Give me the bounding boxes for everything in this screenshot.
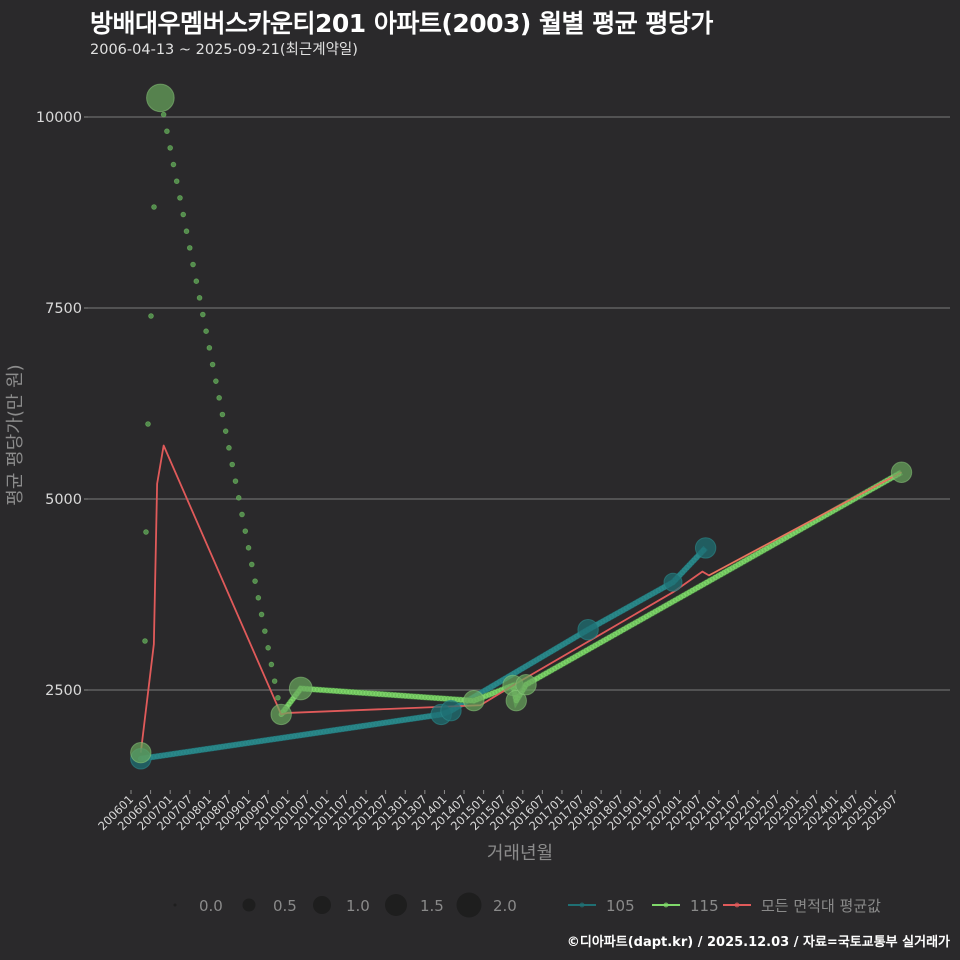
y-axis: 2500 5000 7500 10000 [36, 110, 88, 699]
size-legend-label: 1.5 [420, 897, 444, 915]
series-115-markers [278, 471, 902, 718]
grid [88, 116, 950, 691]
y-tick-label: 5000 [45, 492, 82, 508]
size-legend-key [313, 896, 331, 914]
size-legend-key [242, 898, 256, 912]
series-115-point [505, 689, 527, 712]
plot-area [130, 83, 913, 770]
series-105-point [440, 699, 462, 722]
size-legend-label: 0.5 [273, 897, 297, 915]
y-tick-label: 2500 [45, 683, 82, 699]
average-line [139, 444, 902, 753]
y-axis-title: 평균 평당가(만 원) [5, 364, 26, 505]
series-115-line [278, 469, 904, 717]
series-115-point [288, 676, 313, 701]
series-115-point [515, 673, 537, 696]
series-115-point [463, 689, 485, 712]
line-legend-label: 105 [606, 897, 635, 915]
series-115-point [130, 741, 152, 764]
series-115-point [146, 83, 175, 113]
series-115-point [890, 461, 913, 483]
series-115-decline-dots [142, 111, 281, 701]
line-legend-label: 115 [690, 897, 719, 915]
source-caption: ©디아파트(dapt.kr) / 2025.12.03 / 자료=국토교통부 실… [566, 935, 950, 950]
legend: 0.0 0.5 1.0 1.5 2.0 105 115 모든 면적대 평균값 [173, 892, 881, 918]
size-legend-key [173, 903, 177, 907]
size-legend-label: 2.0 [493, 897, 517, 915]
size-legend-key [456, 892, 482, 918]
line-legend-label: 모든 면적대 평균값 [761, 897, 881, 915]
size-legend-label: 0.0 [199, 897, 223, 915]
series-105-point [577, 618, 599, 641]
series-115-point [270, 703, 292, 726]
series-105-point [694, 537, 717, 559]
x-axis-title: 거래년월 [487, 843, 553, 864]
size-legend-label: 1.0 [346, 897, 370, 915]
x-axis: 2006012006072007012007072008012008072009… [95, 790, 900, 833]
chart-subtitle: 2006-04-13 ~ 2025-09-21(최근계약일) [90, 42, 358, 58]
chart-title: 방배대우멤버스카운티201 아파트(2003) 월별 평균 평당가 [90, 9, 713, 38]
series-105-markers [138, 547, 707, 762]
size-legend-key [385, 894, 407, 916]
y-tick-label: 10000 [36, 110, 82, 126]
series-105-line [140, 545, 708, 762]
y-tick-label: 7500 [45, 301, 82, 317]
series-105-point [663, 572, 683, 592]
